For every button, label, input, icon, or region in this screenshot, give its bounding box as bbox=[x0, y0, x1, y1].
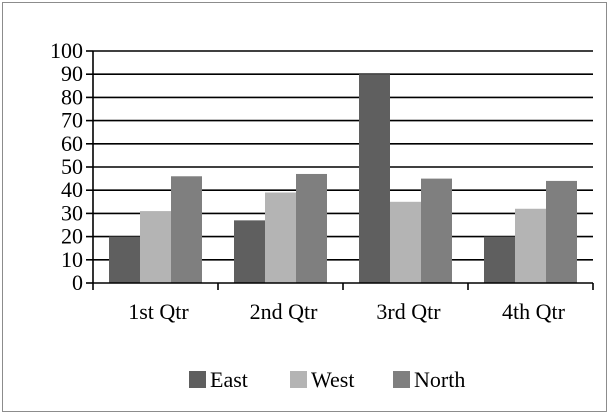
y-tick-label: 40 bbox=[61, 177, 83, 202]
y-tick-label: 20 bbox=[61, 224, 83, 249]
bars bbox=[109, 74, 577, 283]
bar-north-2 bbox=[296, 173, 327, 283]
bar-east-3 bbox=[359, 74, 390, 283]
y-tick-label: 80 bbox=[61, 84, 83, 109]
y-tick-label: 70 bbox=[61, 108, 83, 133]
legend-label-north: North bbox=[414, 367, 465, 392]
bar-east-2 bbox=[234, 220, 265, 283]
bar-west-1 bbox=[140, 211, 171, 283]
bar-west-2 bbox=[265, 192, 296, 283]
legend-swatch-west bbox=[290, 371, 307, 388]
x-tick-labels: 1st Qtr 2nd Qtr 3rd Qtr 4th Qtr bbox=[128, 299, 565, 324]
x-tick-label: 1st Qtr bbox=[128, 299, 189, 324]
y-tick-label: 60 bbox=[61, 131, 83, 156]
bar-north-1 bbox=[171, 176, 202, 283]
legend: East West North bbox=[189, 367, 465, 392]
bar-north-3 bbox=[421, 178, 452, 283]
x-tick-label: 3rd Qtr bbox=[376, 299, 441, 324]
y-tick-label: 90 bbox=[61, 61, 83, 86]
bar-east-1 bbox=[109, 236, 140, 283]
x-tick-label: 4th Qtr bbox=[502, 299, 566, 324]
bar-east-4 bbox=[484, 236, 515, 283]
legend-swatch-north bbox=[393, 371, 410, 388]
y-tick-label: 30 bbox=[61, 200, 83, 225]
y-tick-label: 0 bbox=[72, 270, 83, 295]
bar-north-4 bbox=[546, 180, 577, 283]
x-tick-label: 2nd Qtr bbox=[250, 299, 319, 324]
bar-west-4 bbox=[515, 208, 546, 283]
y-tick-label: 50 bbox=[61, 154, 83, 179]
bar-west-3 bbox=[390, 201, 421, 283]
legend-label-east: East bbox=[210, 367, 248, 392]
y-tick-label: 100 bbox=[50, 38, 83, 63]
legend-label-west: West bbox=[311, 367, 354, 392]
legend-swatch-east bbox=[189, 371, 206, 388]
y-tick-label: 10 bbox=[61, 247, 83, 272]
axes bbox=[86, 50, 594, 290]
